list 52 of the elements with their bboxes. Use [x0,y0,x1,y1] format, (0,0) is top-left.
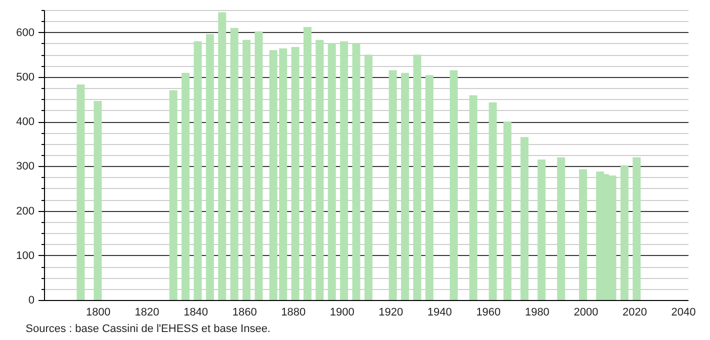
source-note: Sources : base Cassini de l'EHESS et base Insee. [26,323,270,335]
bar [620,165,628,300]
y-tick-label: 600 [16,26,34,39]
y-tick-label: 400 [16,116,34,128]
bar [169,90,178,300]
bar [425,75,434,300]
x-tick-label: 1800 [86,306,111,318]
bar [364,54,372,300]
bar [538,159,546,300]
bar [303,26,312,300]
bar [291,47,300,300]
y-tick-label: 300 [16,160,34,173]
bar [488,102,497,300]
x-tick-label: 1980 [524,306,550,318]
bar [230,28,238,300]
bar [316,40,324,300]
bar [352,43,360,300]
bar [450,70,458,300]
bar [328,43,336,300]
bar [94,101,102,300]
bar [579,169,588,300]
x-tick-label: 1840 [184,306,208,318]
bar [520,137,528,300]
x-tick-label: 1820 [134,306,160,318]
x-tick-label: 1960 [476,306,501,318]
x-tick-label: 1920 [378,306,404,318]
x-tick-label: 2020 [622,306,647,318]
y-tick-label: 100 [16,250,34,262]
y-tick-label: 200 [16,205,34,218]
bar [388,70,397,300]
bar [340,41,348,300]
bar [254,31,263,300]
bar [206,34,214,300]
x-tick-label: 1880 [281,306,306,318]
y-tick-label: 0 [28,294,34,306]
bar [194,41,202,300]
y-tick-label: 500 [16,71,34,84]
bar [632,157,641,300]
bar [413,54,422,300]
bar [503,122,512,300]
bar [218,12,226,300]
x-tick-label: 2040 [671,306,696,318]
bar [557,157,566,300]
bar [182,72,190,300]
bar [469,95,478,300]
bar [242,40,251,300]
x-tick-label: 1900 [330,306,354,318]
x-tick-label: 2000 [574,306,598,318]
bar [76,84,85,300]
x-tick-label: 1860 [232,306,257,318]
bar [401,72,410,300]
x-tick-label: 1940 [427,306,452,318]
